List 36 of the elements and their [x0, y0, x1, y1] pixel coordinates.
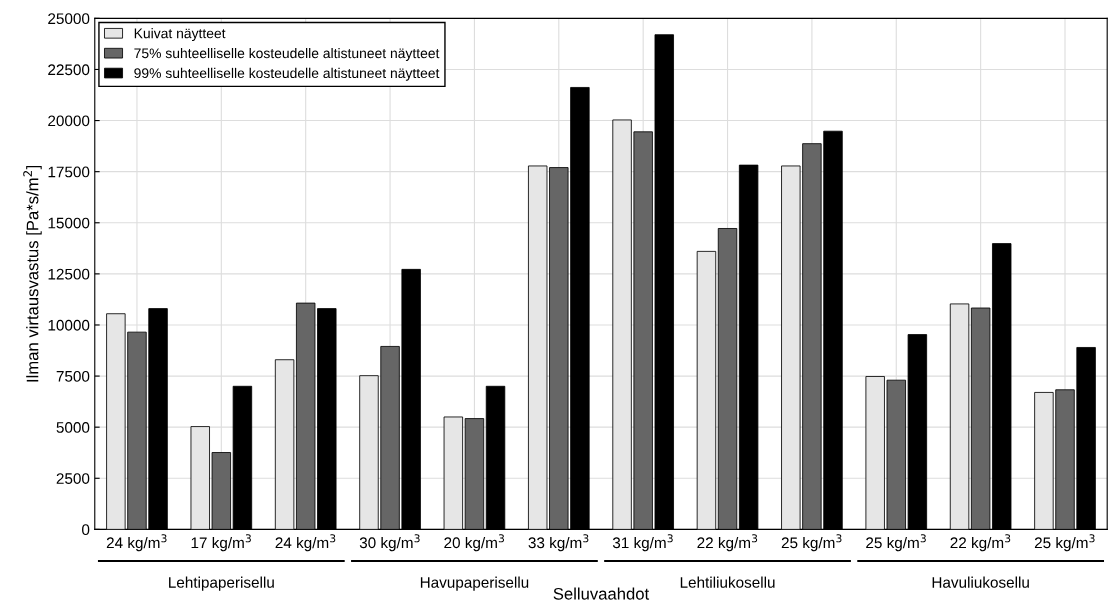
x-tick-label: 25 kg/m$^{3}$ [781, 534, 842, 552]
text: Lehtiliukosellu [680, 576, 775, 588]
text: Lehtipaperisellu [169, 576, 274, 591]
legend-label: 99% suhteelliselle kosteudelle altistuneet näytteet [134, 67, 440, 81]
y-tick-label: 15000 [48, 217, 90, 229]
y-tick-label: 22500 [48, 64, 90, 76]
legend-label: Kuivat näytteet [134, 28, 226, 42]
x-tick-label: 22 kg/m$^{3}$ [950, 534, 1011, 552]
y-axis-title: Ilman virtausvastus [Pa*s/m$^{2}$] [23, 165, 42, 382]
text: Havuliukosellu [932, 576, 1029, 588]
x-axis-title: Selluvaahdot [553, 587, 650, 600]
x-tick-label: 22 kg/m$^{3}$ [697, 534, 758, 552]
legend-label: 75% suhteelliselle kosteudelle altistuneet näytteet [134, 47, 440, 61]
x-tick-label: 24 kg/m$^{3}$ [106, 534, 167, 552]
y-tick-label: 2500 [56, 473, 90, 484]
x-tick-label: 24 kg/m$^{3}$ [275, 534, 336, 552]
x-tick-label: 20 kg/m$^{3}$ [444, 534, 505, 552]
bar [717, 228, 738, 530]
x-tick-label: 30 kg/m$^{3}$ [359, 534, 420, 552]
y-tick-label: 5000 [56, 422, 90, 433]
x-tick-label: 33 kg/m$^{3}$ [528, 534, 589, 552]
x-tick-label: 25 kg/m$^{3}$ [1034, 534, 1095, 552]
y-tick-label: 0 [82, 524, 90, 536]
x-tick-label: 25 kg/m$^{3}$ [866, 534, 926, 552]
y-tick-label: 17500 [48, 166, 90, 178]
text: Havupaperisellu [420, 576, 529, 591]
y-tick-label: 20000 [48, 115, 90, 127]
y-tick-label: 25000 [48, 13, 90, 25]
bar [485, 385, 506, 530]
bar [738, 164, 759, 530]
x-tick-label: 31 kg/m$^{3}$ [612, 534, 673, 552]
y-tick-label: 10000 [48, 319, 90, 331]
y-tick-label: 7500 [56, 370, 90, 382]
y-tick-label: 12500 [48, 268, 90, 280]
x-tick-label: 17 kg/m$^{3}$ [191, 534, 251, 552]
bar [464, 418, 485, 530]
